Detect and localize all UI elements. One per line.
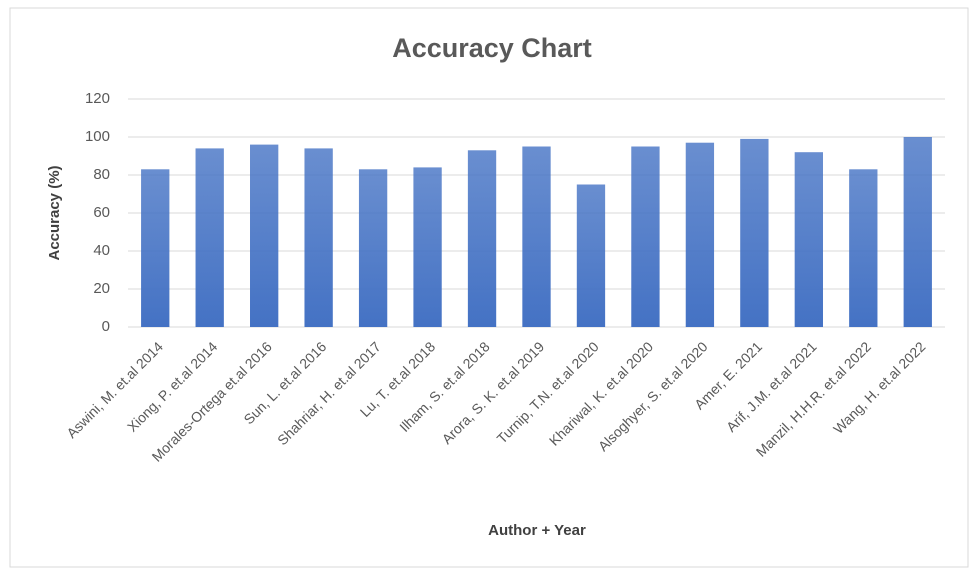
bar (903, 137, 932, 327)
bar (358, 169, 388, 327)
bar (250, 144, 279, 327)
bar (467, 150, 497, 327)
bar (195, 148, 224, 327)
chart-title: Accuracy Chart (392, 33, 592, 63)
bar (576, 184, 606, 327)
bar (794, 152, 823, 327)
bar (141, 169, 170, 327)
y-tick-label: 60 (93, 204, 110, 221)
bar (522, 146, 551, 327)
bar (631, 146, 660, 327)
bar (849, 169, 878, 327)
y-tick-label: 0 (102, 318, 110, 335)
bar (413, 167, 442, 327)
y-tick-label: 80 (93, 166, 110, 183)
bar (685, 142, 715, 327)
y-tick-label: 100 (85, 128, 110, 145)
bar (304, 148, 333, 327)
bar (740, 138, 769, 327)
y-tick-label: 40 (93, 242, 110, 259)
y-tick-label: 20 (93, 280, 110, 297)
x-axis-label: Author + Year (488, 522, 586, 539)
y-tick-label: 120 (85, 90, 110, 107)
y-axis-label: Accuracy (%) (46, 165, 63, 260)
